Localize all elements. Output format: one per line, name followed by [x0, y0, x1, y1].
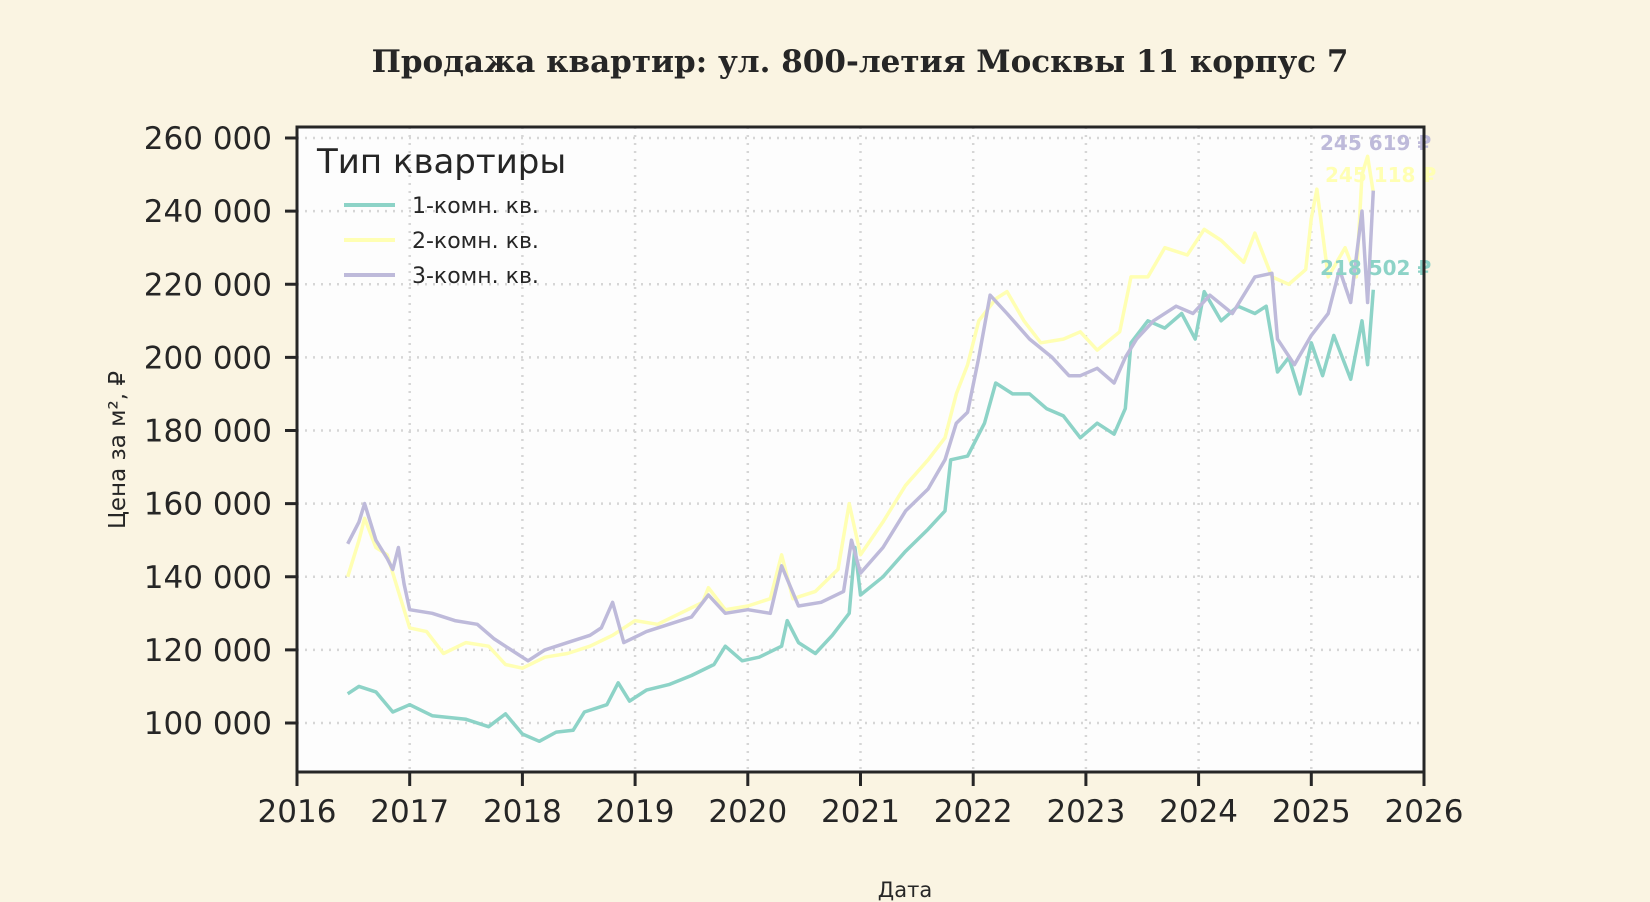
y-tick-label: 160 000: [144, 487, 272, 523]
y-tick-label: 260 000: [144, 121, 272, 157]
end-value-label: 218 502 ₽: [1320, 256, 1431, 280]
x-tick-label: 2017: [370, 794, 449, 830]
x-tick-label: 2019: [596, 794, 675, 830]
chart-title: Продажа квартир: ул. 800-летия Москвы 11…: [371, 44, 1349, 80]
legend-title: Тип квартиры: [316, 142, 566, 182]
x-tick-label: 2018: [483, 794, 562, 830]
x-axis-ticks: 2016 2017 2018 2019 2020 2021 2022 2023 2024 2025…: [258, 772, 1464, 830]
y-axis-ticks: 100 000 120 000 140 000 160 000 180 000 200 0…: [144, 121, 297, 742]
y-tick-label: 100 000: [144, 706, 272, 742]
x-tick-label: 2023: [1046, 794, 1125, 830]
legend-label: 1-комн. кв.: [412, 194, 539, 219]
legend: Тип квартиры 1-комн. кв. 2-комн. кв. 3-комн…: [316, 142, 566, 289]
x-tick-label: 2022: [934, 794, 1013, 830]
series-line: [346, 289, 1376, 744]
y-tick-label: 180 000: [144, 414, 272, 450]
x-tick-label: 2024: [1159, 794, 1238, 830]
legend-label: 2-комн. кв.: [412, 229, 539, 254]
y-tick-label: 240 000: [144, 194, 272, 230]
x-tick-label: 2021: [821, 794, 900, 830]
y-tick-label: 220 000: [144, 267, 272, 303]
end-value-label: 245 619 ₽: [1320, 131, 1431, 155]
y-tick-label: 140 000: [144, 560, 272, 596]
x-axis-label: Дата: [877, 878, 933, 902]
series-line: [346, 154, 1376, 670]
y-tick-label: 120 000: [144, 633, 272, 669]
end-labels: 218 502 ₽ 245 118 ₽ 245 619 ₽: [1320, 131, 1436, 280]
x-tick-label: 2025: [1272, 794, 1351, 830]
x-tick-label: 2016: [258, 794, 337, 830]
x-tick-label: 2020: [708, 794, 787, 830]
x-tick-label: 2026: [1385, 794, 1464, 830]
y-tick-label: 200 000: [144, 340, 272, 376]
series-line: [346, 190, 1376, 663]
series-lines: [346, 154, 1376, 744]
legend-label: 3-комн. кв.: [412, 264, 539, 289]
end-value-label: 245 118 ₽: [1325, 163, 1436, 187]
